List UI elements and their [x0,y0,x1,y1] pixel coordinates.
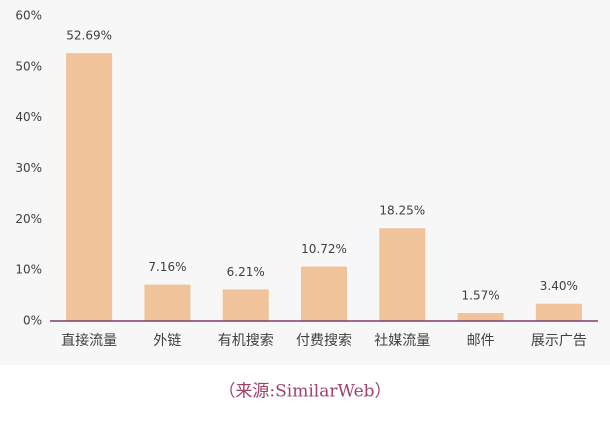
y-tick-label: 30% [15,161,42,175]
x-tick-label: 展示广告 [531,333,587,349]
x-tick-label: 外链 [153,333,181,349]
y-tick-label: 50% [15,59,42,73]
y-tick-label: 20% [15,212,42,226]
x-tick-label: 有机搜索 [218,332,274,349]
x-tick-label: 邮件 [467,333,495,349]
bar [66,53,113,321]
value-label: 10.72% [301,242,347,256]
source-caption: （来源:SimilarWeb） [218,382,391,402]
bar [222,289,269,321]
value-label: 52.69% [66,29,112,43]
x-tick-label: 直接流量 [61,332,117,349]
value-label: 7.16% [148,260,186,274]
x-tick-label: 社媒流量 [374,333,430,349]
value-label: 1.57% [462,289,500,303]
y-tick-label: 60% [15,9,42,23]
value-label: 18.25% [379,204,425,218]
value-label: 6.21% [227,265,265,279]
bar [379,228,426,321]
bar [535,303,582,321]
bar [301,266,347,321]
bar [144,284,191,321]
value-label: 3.40% [540,279,578,293]
y-tick-label: 10% [15,263,42,277]
y-tick-label: 0% [23,314,42,328]
y-tick-label: 40% [15,110,42,124]
x-tick-label: 付费搜索 [296,332,352,349]
bar [457,313,504,321]
